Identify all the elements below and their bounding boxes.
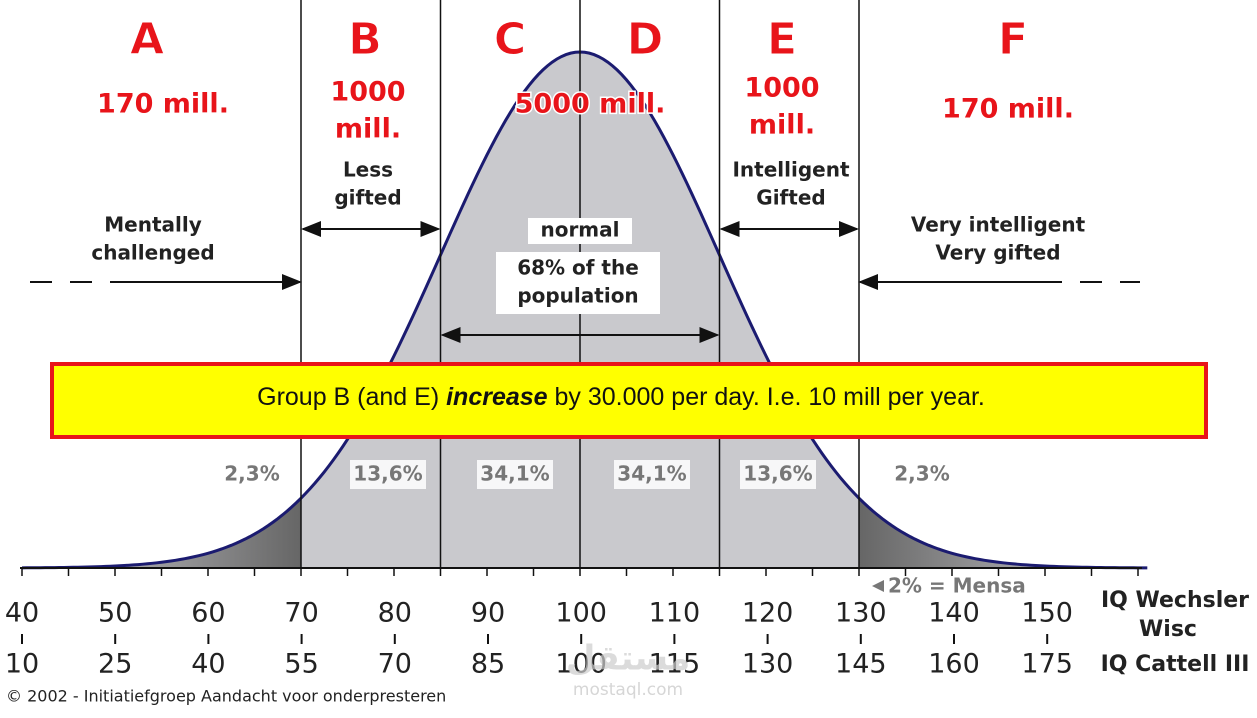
percentage: 2,3%	[224, 462, 279, 486]
group-count: 170 mill.	[97, 89, 229, 120]
tail-left	[22, 498, 301, 568]
wechsler-tick: 90	[471, 598, 505, 629]
percentage: 2,3%	[894, 462, 949, 486]
scale-label: IQ Wechsler	[1101, 588, 1249, 613]
cattell-tick: 10	[5, 649, 39, 680]
group-letter: B	[348, 14, 382, 65]
percentage: 13,6%	[353, 462, 422, 486]
group-letter: C	[494, 14, 526, 65]
group-count: 170 mill.	[942, 94, 1074, 125]
wechsler-tick: 110	[649, 598, 701, 629]
cattell-tick: 145	[835, 649, 887, 680]
description: Very intelligent	[911, 213, 1086, 237]
description: challenged	[91, 241, 214, 265]
group-letter: E	[767, 14, 797, 65]
group-letter: D	[627, 14, 664, 65]
scale-label: Wisc	[1139, 617, 1197, 642]
wechsler-tick: 80	[378, 598, 412, 629]
wechsler-tick: 70	[284, 598, 318, 629]
description: normal	[540, 218, 619, 242]
cattell-tick: 70	[378, 649, 412, 680]
pct-box	[740, 460, 816, 489]
banner-after: by 30.000 per day. I.e. 10 mill per year…	[548, 383, 985, 411]
description: 68% of the	[517, 256, 639, 280]
bell-curve	[21, 50, 1148, 570]
percentage: 13,6%	[743, 462, 812, 486]
label-box	[528, 218, 632, 244]
cattell-tick: 40	[191, 649, 225, 680]
group-count: 1000	[744, 73, 819, 104]
label-box	[496, 252, 660, 314]
description: Intelligent	[732, 158, 849, 182]
tail-right	[859, 498, 1148, 568]
wechsler-tick: 100	[555, 598, 607, 629]
watermark: مستقل	[566, 639, 690, 679]
pct-box	[350, 460, 426, 489]
percentage: 34,1%	[617, 462, 686, 486]
pct-box	[614, 460, 690, 489]
wechsler-tick: 150	[1021, 598, 1073, 629]
cattell-tick: 55	[284, 649, 318, 680]
cattell-tick: 25	[98, 649, 132, 680]
cattell-tick: 100	[555, 649, 607, 680]
group-letter: A	[130, 14, 164, 65]
cattell-tick: 160	[928, 649, 980, 680]
description: gifted	[334, 186, 401, 210]
description: Less	[343, 158, 393, 182]
cattell-tick: 175	[1021, 649, 1073, 680]
group-count: 1000	[330, 77, 405, 108]
group-count: 5000 mill.	[515, 89, 666, 120]
wechsler-tick: 40	[5, 598, 39, 629]
wechsler-tick: 50	[98, 598, 132, 629]
banner-before: Group B (and E)	[257, 383, 446, 411]
description: Mentally	[104, 213, 202, 237]
banner	[50, 362, 1208, 439]
pct-box	[477, 460, 553, 489]
group-letter: F	[998, 14, 1028, 65]
wechsler-tick: 60	[191, 598, 225, 629]
wechsler-tick: 130	[835, 598, 887, 629]
description: population	[517, 284, 638, 308]
wechsler-tick: 120	[742, 598, 794, 629]
copyright: © 2002 - Initiatiefgroep Aandacht voor o…	[6, 687, 446, 706]
banner-text: Group B (and E) increase by 30.000 per d…	[257, 383, 985, 411]
group-count: mill.	[335, 114, 401, 145]
mensa-arrow	[872, 580, 884, 592]
percentage: 34,1%	[480, 462, 549, 486]
description: Very gifted	[935, 241, 1060, 265]
cattell-tick: 85	[471, 649, 505, 680]
watermark: mostaql.com	[573, 680, 683, 700]
wechsler-tick: 140	[928, 598, 980, 629]
mensa: 2% = Mensa	[888, 574, 1026, 598]
banner-emphasis: increase	[446, 383, 548, 411]
description: Gifted	[756, 186, 825, 210]
scale-label: IQ Cattell III	[1101, 652, 1250, 677]
group-count: mill.	[749, 110, 815, 141]
cattell-tick: 130	[742, 649, 794, 680]
cattell-tick: 115	[649, 649, 701, 680]
